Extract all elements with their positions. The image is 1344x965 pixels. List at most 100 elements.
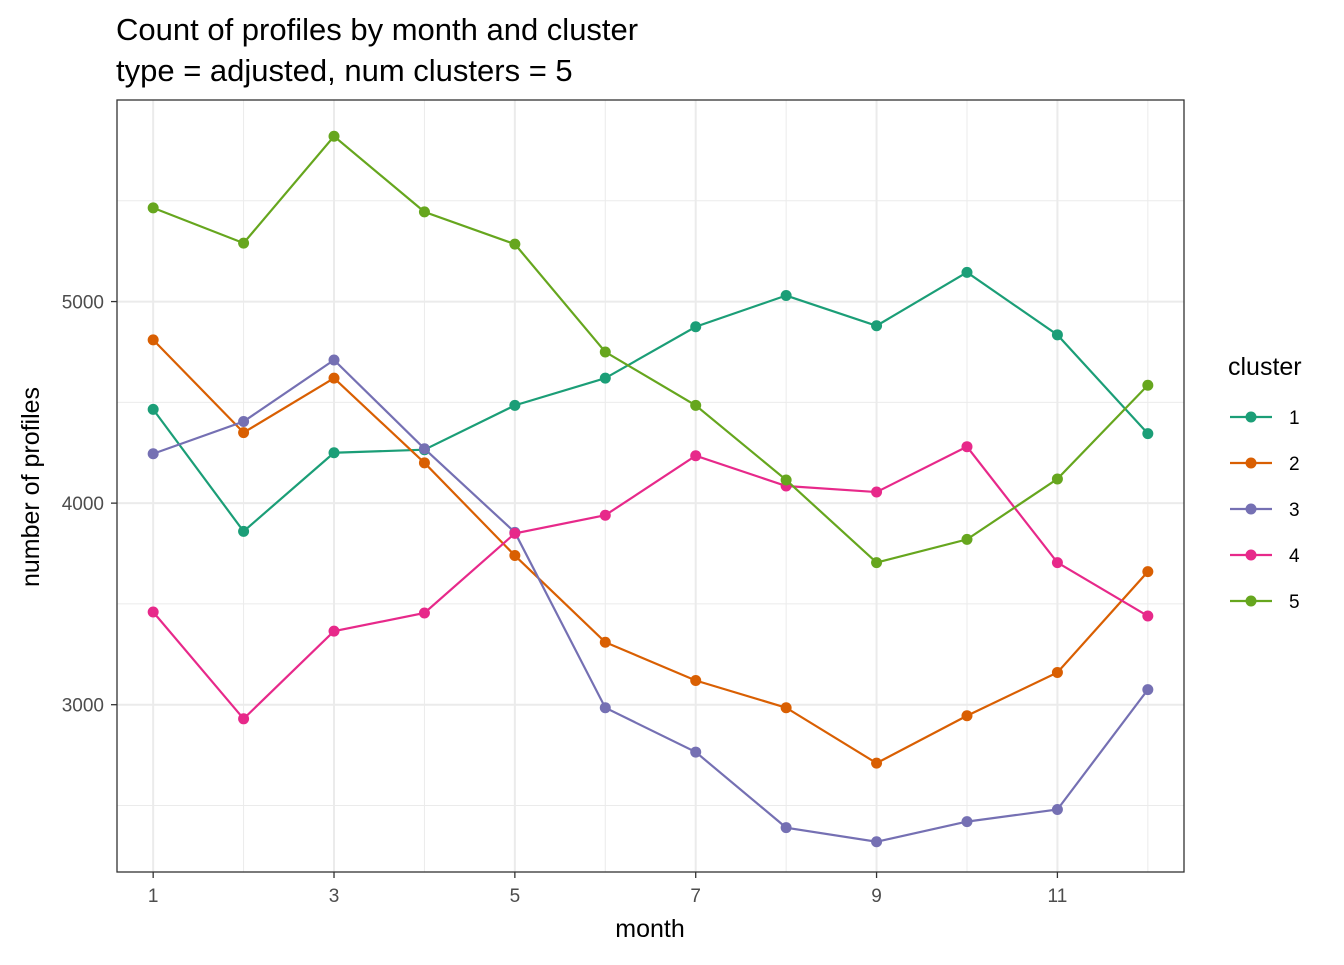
x-tick-label: 11 xyxy=(1048,886,1068,907)
x-tick-label: 7 xyxy=(690,886,701,907)
data-point xyxy=(780,474,792,486)
y-tick-label: 4000 xyxy=(62,494,104,515)
data-point xyxy=(147,606,159,618)
legend-key-point xyxy=(1245,411,1257,423)
legend-key-point xyxy=(1245,549,1257,561)
data-point xyxy=(1051,666,1063,678)
data-point xyxy=(328,447,340,459)
legend-label: 3 xyxy=(1289,500,1300,521)
data-point xyxy=(147,403,159,415)
data-point xyxy=(238,237,250,249)
legend-key-point xyxy=(1245,595,1257,607)
data-point xyxy=(418,206,430,218)
data-point xyxy=(961,266,973,278)
data-point xyxy=(147,202,159,214)
x-axis-title: month xyxy=(615,915,684,943)
data-point xyxy=(328,354,340,366)
plot-area: 1 3 5 7 9 11 3000 4000 5000 xyxy=(62,99,1185,907)
data-point xyxy=(780,290,792,302)
data-point xyxy=(599,372,611,384)
data-point xyxy=(509,399,521,411)
data-point xyxy=(961,710,973,722)
legend-label: 2 xyxy=(1289,454,1300,475)
legend-label: 5 xyxy=(1289,592,1300,613)
data-point xyxy=(871,557,883,569)
data-point xyxy=(599,636,611,648)
chart-title: Count of profiles by month and cluster xyxy=(116,12,638,47)
data-point xyxy=(509,550,521,562)
data-point xyxy=(1051,473,1063,485)
data-point xyxy=(780,822,792,834)
legend-key-point xyxy=(1245,503,1257,515)
series-line-3 xyxy=(152,358,1149,843)
x-tick-label: 5 xyxy=(510,886,521,907)
y-tick-label: 3000 xyxy=(62,696,104,717)
data-point xyxy=(238,427,250,439)
data-point xyxy=(1142,428,1154,440)
data-point xyxy=(961,533,973,545)
data-point xyxy=(509,238,521,250)
data-point xyxy=(147,448,159,460)
legend: cluster 1 2 3 4 5 xyxy=(1228,353,1302,613)
legend-title: cluster xyxy=(1228,353,1302,381)
data-point xyxy=(871,836,883,848)
data-point xyxy=(509,527,521,539)
legend-item-2: 2 xyxy=(1230,454,1300,475)
data-point xyxy=(690,321,702,333)
legend-item-5: 5 xyxy=(1230,592,1300,613)
legend-label: 4 xyxy=(1289,546,1300,567)
series-2 xyxy=(147,334,1154,769)
series-5 xyxy=(147,130,1154,569)
data-point xyxy=(871,320,883,332)
data-point xyxy=(328,372,340,384)
data-point xyxy=(418,457,430,469)
x-tick-label: 9 xyxy=(871,886,882,907)
data-point xyxy=(1051,557,1063,569)
legend-item-3: 3 xyxy=(1230,500,1300,521)
data-point xyxy=(599,346,611,358)
x-tick-label: 3 xyxy=(329,886,340,907)
series-line-1 xyxy=(152,271,1149,533)
data-point xyxy=(690,746,702,758)
data-point xyxy=(599,509,611,521)
data-point xyxy=(690,450,702,462)
data-point xyxy=(961,816,973,828)
data-point xyxy=(238,415,250,427)
data-point xyxy=(690,399,702,411)
y-tick-label: 5000 xyxy=(62,293,104,314)
data-point xyxy=(1142,379,1154,391)
legend-item-4: 4 xyxy=(1230,546,1300,567)
legend-item-1: 1 xyxy=(1230,408,1300,429)
data-point xyxy=(1142,684,1154,696)
data-point xyxy=(871,486,883,498)
series-line-5 xyxy=(152,134,1149,564)
data-point xyxy=(780,702,792,714)
data-point xyxy=(238,713,250,725)
data-point xyxy=(1051,329,1063,341)
data-point xyxy=(1051,804,1063,816)
data-point xyxy=(418,443,430,455)
data-point xyxy=(690,675,702,687)
y-axis-title: number of profiles xyxy=(17,387,45,587)
chart-subtitle: type = adjusted, num clusters = 5 xyxy=(116,53,573,88)
data-point xyxy=(418,607,430,619)
legend-key-point xyxy=(1245,457,1257,469)
series-4 xyxy=(147,441,1154,725)
series-3 xyxy=(147,354,1154,848)
data-point xyxy=(961,441,973,453)
x-tick-label: 1 xyxy=(148,886,159,907)
data-point xyxy=(1142,566,1154,578)
data-point xyxy=(328,625,340,637)
legend-label: 1 xyxy=(1289,408,1300,429)
data-point xyxy=(238,525,250,537)
data-point xyxy=(328,130,340,142)
series-line-2 xyxy=(152,339,1149,765)
panel-border xyxy=(116,99,1185,873)
series-line-4 xyxy=(152,445,1149,721)
data-point xyxy=(871,757,883,769)
data-point xyxy=(599,702,611,714)
data-point xyxy=(147,334,159,346)
data-point xyxy=(1142,610,1154,622)
